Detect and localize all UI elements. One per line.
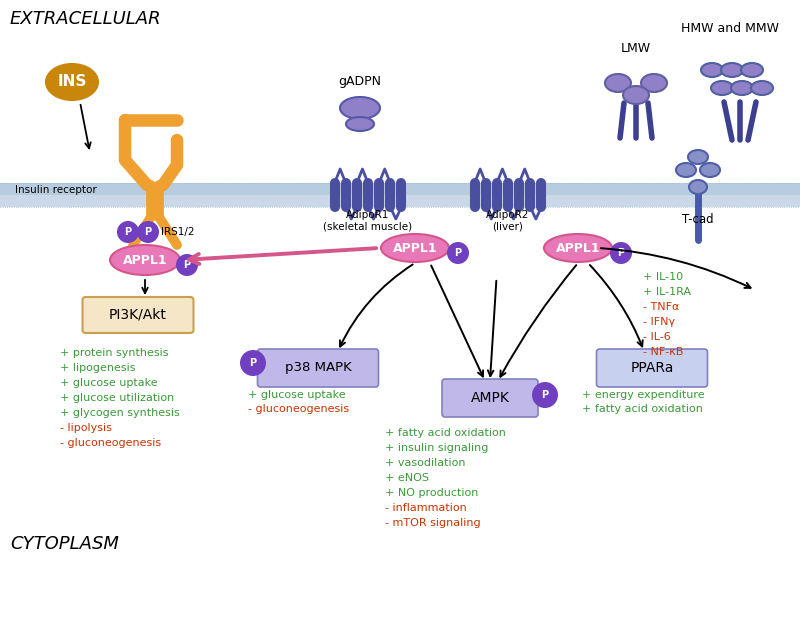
Text: + vasodilation: + vasodilation xyxy=(385,458,466,468)
Text: P: P xyxy=(250,358,257,368)
Text: + lipogenesis: + lipogenesis xyxy=(60,363,135,373)
Text: + NO production: + NO production xyxy=(385,488,478,498)
Text: + IL-10: + IL-10 xyxy=(643,272,683,282)
Ellipse shape xyxy=(731,81,753,95)
Text: - gluconeogenesis: - gluconeogenesis xyxy=(248,404,349,414)
Ellipse shape xyxy=(641,74,667,92)
Text: + protein synthesis: + protein synthesis xyxy=(60,348,169,358)
Text: P: P xyxy=(618,248,625,258)
Text: INS: INS xyxy=(58,74,86,90)
Text: - inflammation: - inflammation xyxy=(385,503,466,513)
Circle shape xyxy=(240,350,266,376)
Text: AMPK: AMPK xyxy=(470,391,510,405)
Text: + fatty acid oxidation: + fatty acid oxidation xyxy=(582,404,703,414)
Text: + energy expenditure: + energy expenditure xyxy=(582,390,705,400)
Text: - NF-κB: - NF-κB xyxy=(643,347,683,357)
Text: IRS1/2: IRS1/2 xyxy=(161,227,194,237)
Text: LMW: LMW xyxy=(621,42,651,55)
FancyBboxPatch shape xyxy=(258,349,378,387)
Text: - lipolysis: - lipolysis xyxy=(60,423,112,433)
Text: - IL-6: - IL-6 xyxy=(643,332,670,342)
Circle shape xyxy=(137,221,159,243)
Text: + insulin signaling: + insulin signaling xyxy=(385,443,488,453)
Ellipse shape xyxy=(544,234,612,262)
Text: - IFNγ: - IFNγ xyxy=(643,317,675,327)
FancyBboxPatch shape xyxy=(597,349,707,387)
Circle shape xyxy=(176,254,198,276)
FancyBboxPatch shape xyxy=(442,379,538,417)
Ellipse shape xyxy=(110,245,180,275)
Text: - mTOR signaling: - mTOR signaling xyxy=(385,518,481,528)
Text: + fatty acid oxidation: + fatty acid oxidation xyxy=(385,428,506,438)
Text: + IL-1RA: + IL-1RA xyxy=(643,287,691,297)
Text: P: P xyxy=(542,390,549,400)
Circle shape xyxy=(447,242,469,264)
Text: + glycogen synthesis: + glycogen synthesis xyxy=(60,408,180,418)
Text: PPARa: PPARa xyxy=(630,361,674,375)
Ellipse shape xyxy=(676,163,696,177)
Text: P: P xyxy=(125,227,131,237)
Ellipse shape xyxy=(689,180,707,194)
Text: - TNFα: - TNFα xyxy=(643,302,679,312)
Ellipse shape xyxy=(340,97,380,119)
Ellipse shape xyxy=(711,81,733,95)
FancyBboxPatch shape xyxy=(82,297,194,333)
Text: EXTRACELLULAR: EXTRACELLULAR xyxy=(10,10,162,28)
Ellipse shape xyxy=(46,64,98,100)
Text: gADPN: gADPN xyxy=(338,75,382,88)
Text: PI3K/Akt: PI3K/Akt xyxy=(109,308,167,322)
Text: P: P xyxy=(454,248,462,258)
Text: P: P xyxy=(183,260,190,270)
Text: + eNOS: + eNOS xyxy=(385,473,429,483)
Text: AdipoR1
(skeletal muscle): AdipoR1 (skeletal muscle) xyxy=(323,210,413,232)
Ellipse shape xyxy=(721,63,743,77)
Text: P: P xyxy=(145,227,151,237)
Text: CYTOPLASM: CYTOPLASM xyxy=(10,535,119,553)
Ellipse shape xyxy=(751,81,773,95)
Circle shape xyxy=(610,242,632,264)
Ellipse shape xyxy=(741,63,763,77)
Ellipse shape xyxy=(701,63,723,77)
Text: - gluconeogenesis: - gluconeogenesis xyxy=(60,438,161,448)
Text: HMW and MMW: HMW and MMW xyxy=(681,22,779,35)
Ellipse shape xyxy=(623,86,649,104)
Text: + glucose uptake: + glucose uptake xyxy=(60,378,158,388)
Ellipse shape xyxy=(688,150,708,164)
Bar xyxy=(0,195,800,207)
Ellipse shape xyxy=(346,117,374,131)
Text: + glucose uptake: + glucose uptake xyxy=(248,390,346,400)
Text: APPL1: APPL1 xyxy=(393,241,438,255)
Text: T-cad: T-cad xyxy=(682,213,714,226)
Circle shape xyxy=(117,221,139,243)
Text: APPL1: APPL1 xyxy=(556,241,600,255)
Text: + glucose utilization: + glucose utilization xyxy=(60,393,174,403)
Ellipse shape xyxy=(381,234,449,262)
Text: APPL1: APPL1 xyxy=(122,253,167,266)
Text: Insulin receptor: Insulin receptor xyxy=(15,185,97,195)
Text: AdipoR2
(liver): AdipoR2 (liver) xyxy=(486,210,530,232)
Text: p38 MAPK: p38 MAPK xyxy=(285,362,351,374)
Bar xyxy=(0,183,800,195)
Circle shape xyxy=(532,382,558,408)
Ellipse shape xyxy=(605,74,631,92)
Ellipse shape xyxy=(700,163,720,177)
